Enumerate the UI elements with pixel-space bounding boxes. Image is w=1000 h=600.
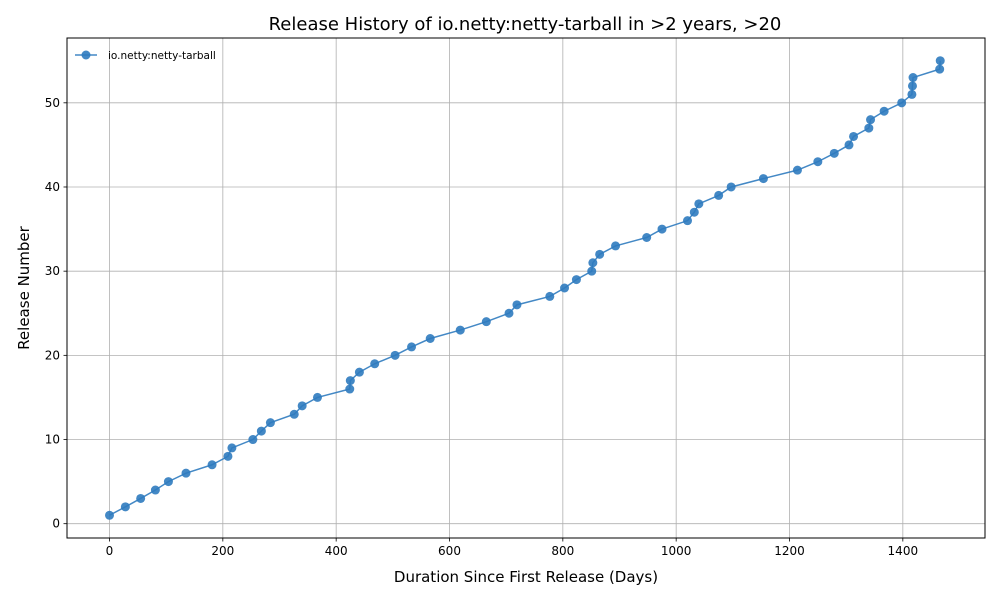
data-point — [813, 157, 823, 167]
data-point — [248, 435, 258, 445]
data-point — [611, 241, 621, 251]
data-point — [866, 115, 876, 125]
data-point — [512, 300, 522, 310]
plot-frame — [66, 37, 986, 539]
data-point — [481, 317, 491, 327]
data-point — [829, 148, 839, 158]
x-tick-label: 1000 — [661, 544, 692, 558]
series-layer — [105, 56, 945, 520]
data-point — [504, 308, 514, 318]
x-tick-label: 800 — [551, 544, 574, 558]
data-point — [312, 392, 322, 402]
x-axis-title: Duration Since First Release (Days) — [394, 568, 658, 586]
x-tick-label: 1400 — [888, 544, 919, 558]
data-point — [345, 376, 355, 386]
legend-point-marker — [81, 50, 91, 60]
data-point — [425, 334, 435, 344]
data-point — [265, 418, 275, 428]
data-point — [864, 123, 874, 133]
x-tick-label: 200 — [211, 544, 234, 558]
grid — [67, 38, 985, 538]
data-point — [354, 367, 364, 377]
data-point — [390, 350, 400, 360]
y-tick-label: 50 — [45, 96, 60, 110]
data-point — [163, 477, 173, 487]
y-tick-label: 0 — [52, 517, 60, 531]
data-point — [879, 106, 889, 116]
data-point — [897, 98, 907, 108]
data-point — [595, 249, 605, 259]
data-point — [908, 73, 918, 83]
data-point — [587, 266, 597, 276]
data-point — [136, 493, 146, 503]
y-tick-label: 10 — [45, 433, 60, 447]
data-point — [907, 81, 917, 91]
data-point — [714, 190, 724, 200]
data-point — [571, 275, 581, 285]
x-tick-label: 1200 — [774, 544, 805, 558]
data-point — [207, 460, 217, 470]
x-tick-label: 0 — [106, 544, 114, 558]
data-point — [792, 165, 802, 175]
data-point — [150, 485, 160, 495]
data-point — [726, 182, 736, 192]
data-point — [345, 384, 355, 394]
data-point — [689, 207, 699, 217]
data-point — [289, 409, 299, 419]
y-tick-label: 20 — [45, 348, 60, 362]
data-point — [935, 56, 945, 66]
data-point — [105, 510, 114, 520]
data-point — [758, 174, 768, 184]
data-point — [223, 451, 233, 461]
data-point — [935, 64, 945, 74]
chart-title: Release History of io.netty:netty-tarbal… — [269, 14, 782, 35]
data-point — [545, 291, 555, 301]
ticks: 0 200 400 600 800 1000 1200 1400 0 10 20 30 40 50 — [45, 96, 918, 558]
data-point — [657, 224, 667, 234]
legend-label: io.netty:netty-tarball — [108, 50, 216, 62]
data-point — [694, 199, 704, 209]
data-point — [181, 468, 191, 478]
data-point — [907, 89, 917, 99]
data-point — [560, 283, 570, 293]
data-point — [227, 443, 237, 453]
data-point — [844, 140, 854, 150]
y-tick-label: 40 — [45, 180, 60, 194]
legend: io.netty:netty-tarball — [75, 50, 216, 62]
data-point — [455, 325, 465, 335]
x-tick-label: 600 — [438, 544, 461, 558]
data-point — [256, 426, 266, 436]
y-axis-title: Release Number — [15, 225, 33, 349]
data-point — [849, 131, 859, 141]
y-tick-label: 30 — [45, 264, 60, 278]
data-point — [407, 342, 417, 352]
data-point — [683, 216, 692, 226]
data-point — [120, 502, 130, 512]
data-point — [588, 258, 598, 268]
x-tick-label: 400 — [325, 544, 348, 558]
data-point — [642, 232, 652, 242]
data-point — [370, 359, 380, 369]
data-point — [297, 401, 307, 411]
